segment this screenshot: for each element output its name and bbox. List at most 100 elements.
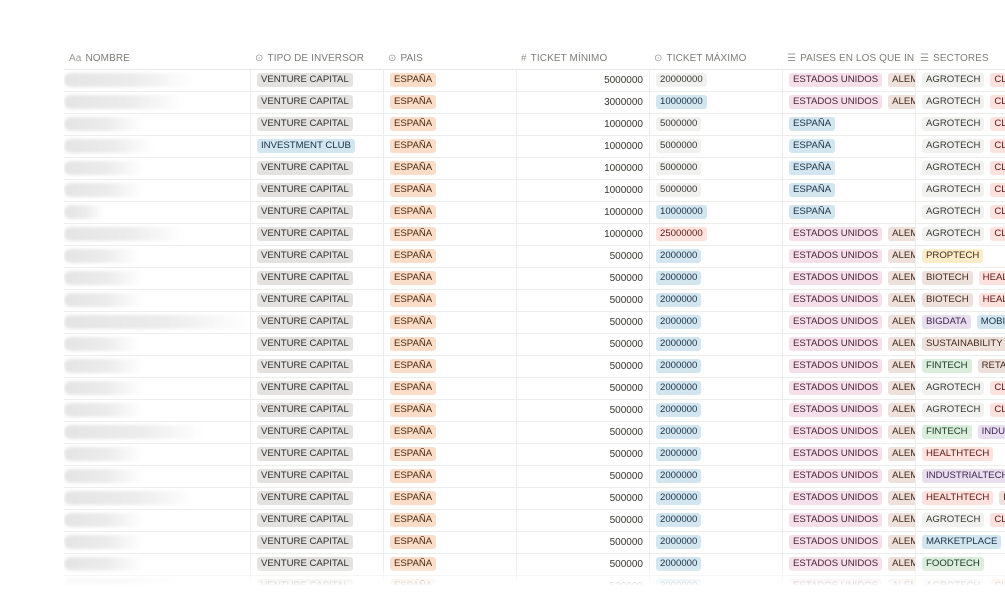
table-row[interactable]: VENTURE CAPITAL ESPAÑA 500000 2000000 ESTADO… [64, 465, 1005, 488]
sectores-cell[interactable]: AGROTECH CLE [915, 377, 1005, 399]
pais-cell[interactable]: ESPAÑA [383, 311, 516, 333]
table-row[interactable]: VENTURE CAPITAL ESPAÑA 500000 2000000 ESTADO… [64, 289, 1005, 312]
column-header-ticket-maximo[interactable]: ⊙ TICKET MÁXIMO [649, 48, 782, 69]
tipo-cell[interactable]: VENTURE CAPITAL [250, 399, 383, 421]
name-cell[interactable] [64, 531, 250, 553]
pais-cell[interactable]: ESPAÑA [383, 487, 516, 509]
sectores-cell[interactable]: AGROTECH CLE [915, 179, 1005, 201]
ticket-minimo-cell[interactable]: 500000 [516, 289, 649, 311]
tipo-cell[interactable]: VENTURE CAPITAL [250, 421, 383, 443]
tipo-cell[interactable]: VENTURE CAPITAL [250, 531, 383, 553]
name-cell[interactable] [64, 289, 250, 311]
paises-cell[interactable]: ESPAÑA [782, 135, 915, 157]
table-row[interactable]: VENTURE CAPITAL ESPAÑA 5000000 20000000 ESTA… [64, 69, 1005, 92]
ticket-minimo-cell[interactable]: 500000 [516, 443, 649, 465]
ticket-maximo-cell[interactable]: 2000000 [649, 465, 782, 487]
ticket-maximo-cell[interactable]: 5000000 [649, 157, 782, 179]
pais-cell[interactable]: ESPAÑA [383, 553, 516, 575]
ticket-minimo-cell[interactable]: 500000 [516, 245, 649, 267]
sectores-cell[interactable]: BIOTECH HEALT [915, 289, 1005, 311]
name-cell[interactable] [64, 311, 250, 333]
paises-cell[interactable]: ESPAÑA [782, 179, 915, 201]
pais-cell[interactable]: ESPAÑA [383, 289, 516, 311]
tipo-cell[interactable]: VENTURE CAPITAL [250, 69, 383, 91]
tipo-cell[interactable]: VENTURE CAPITAL [250, 289, 383, 311]
tipo-cell[interactable]: INVESTMENT CLUB [250, 135, 383, 157]
tipo-cell[interactable]: VENTURE CAPITAL [250, 553, 383, 575]
tipo-cell[interactable]: VENTURE CAPITAL [250, 311, 383, 333]
ticket-minimo-cell[interactable]: 500000 [516, 355, 649, 377]
pais-cell[interactable]: ESPAÑA [383, 333, 516, 355]
ticket-maximo-cell[interactable]: 2000000 [649, 245, 782, 267]
column-header-sectores[interactable]: ☰ SECTORES [915, 48, 1005, 69]
paises-cell[interactable]: ESPAÑA [782, 113, 915, 135]
sectores-cell[interactable]: AGROTECH CLE [915, 69, 1005, 91]
pais-cell[interactable]: ESPAÑA [383, 575, 516, 586]
ticket-minimo-cell[interactable]: 1000000 [516, 113, 649, 135]
ticket-maximo-cell[interactable]: 2000000 [649, 443, 782, 465]
ticket-minimo-cell[interactable]: 1000000 [516, 179, 649, 201]
pais-cell[interactable]: ESPAÑA [383, 443, 516, 465]
pais-cell[interactable]: ESPAÑA [383, 355, 516, 377]
tipo-cell[interactable]: VENTURE CAPITAL [250, 465, 383, 487]
pais-cell[interactable]: ESPAÑA [383, 399, 516, 421]
name-cell[interactable] [64, 245, 250, 267]
pais-cell[interactable]: ESPAÑA [383, 267, 516, 289]
ticket-maximo-cell[interactable]: 2000000 [649, 355, 782, 377]
name-cell[interactable] [64, 553, 250, 575]
ticket-maximo-cell[interactable]: 5000000 [649, 179, 782, 201]
tipo-cell[interactable]: VENTURE CAPITAL [250, 157, 383, 179]
sectores-cell[interactable]: AGROTECH CLE [915, 399, 1005, 421]
name-cell[interactable] [64, 179, 250, 201]
tipo-cell[interactable]: VENTURE CAPITAL [250, 223, 383, 245]
table-row[interactable]: VENTURE CAPITAL ESPAÑA 1000000 25000000 ESTA… [64, 223, 1005, 246]
tipo-cell[interactable]: VENTURE CAPITAL [250, 333, 383, 355]
sectores-cell[interactable]: HEALTHTECH [915, 443, 1005, 465]
sectores-cell[interactable]: AGROTECH CLE [915, 575, 1005, 586]
ticket-maximo-cell[interactable]: 2000000 [649, 487, 782, 509]
table-row[interactable]: VENTURE CAPITAL ESPAÑA 1000000 5000000 ESPAÑ… [64, 157, 1005, 180]
pais-cell[interactable]: ESPAÑA [383, 245, 516, 267]
sectores-cell[interactable]: AGROTECH CLE [915, 223, 1005, 245]
ticket-maximo-cell[interactable]: 2000000 [649, 553, 782, 575]
column-header-ticket-minimo[interactable]: # TICKET MÍNIMO [516, 48, 649, 69]
sectores-cell[interactable]: AGROTECH CLE [915, 509, 1005, 531]
name-cell[interactable] [64, 333, 250, 355]
column-header-tipo-de-inversor[interactable]: ⊙ TIPO DE INVERSOR [250, 48, 383, 69]
ticket-minimo-cell[interactable]: 1000000 [516, 201, 649, 223]
ticket-maximo-cell[interactable]: 2000000 [649, 267, 782, 289]
table-row[interactable]: VENTURE CAPITAL ESPAÑA 500000 2000000 ESTADO… [64, 509, 1005, 532]
ticket-maximo-cell[interactable]: 2000000 [649, 575, 782, 586]
sectores-cell[interactable]: FOODTECH [915, 553, 1005, 575]
ticket-maximo-cell[interactable]: 2000000 [649, 377, 782, 399]
table-row[interactable]: VENTURE CAPITAL ESPAÑA 3000000 10000000 ESTA… [64, 91, 1005, 114]
ticket-maximo-cell[interactable]: 2000000 [649, 399, 782, 421]
ticket-maximo-cell[interactable]: 10000000 [649, 201, 782, 223]
name-cell[interactable] [64, 267, 250, 289]
name-cell[interactable] [64, 421, 250, 443]
table-row[interactable]: VENTURE CAPITAL ESPAÑA 500000 2000000 ESTADO… [64, 531, 1005, 554]
name-cell[interactable] [64, 487, 250, 509]
ticket-maximo-cell[interactable]: 2000000 [649, 333, 782, 355]
sectores-cell[interactable]: AGROTECH CLE [915, 201, 1005, 223]
ticket-minimo-cell[interactable]: 500000 [516, 421, 649, 443]
tipo-cell[interactable]: VENTURE CAPITAL [250, 509, 383, 531]
table-row[interactable]: VENTURE CAPITAL ESPAÑA 500000 2000000 ESTADO… [64, 575, 1005, 586]
table-row[interactable]: VENTURE CAPITAL ESPAÑA 500000 2000000 ESTADO… [64, 487, 1005, 510]
name-cell[interactable] [64, 69, 250, 91]
tipo-cell[interactable]: VENTURE CAPITAL [250, 201, 383, 223]
ticket-minimo-cell[interactable]: 500000 [516, 509, 649, 531]
pais-cell[interactable]: ESPAÑA [383, 223, 516, 245]
tipo-cell[interactable]: VENTURE CAPITAL [250, 91, 383, 113]
sectores-cell[interactable]: BIGDATA MOBIL [915, 311, 1005, 333]
ticket-maximo-cell[interactable]: 2000000 [649, 531, 782, 553]
pais-cell[interactable]: ESPAÑA [383, 157, 516, 179]
ticket-maximo-cell[interactable]: 5000000 [649, 113, 782, 135]
